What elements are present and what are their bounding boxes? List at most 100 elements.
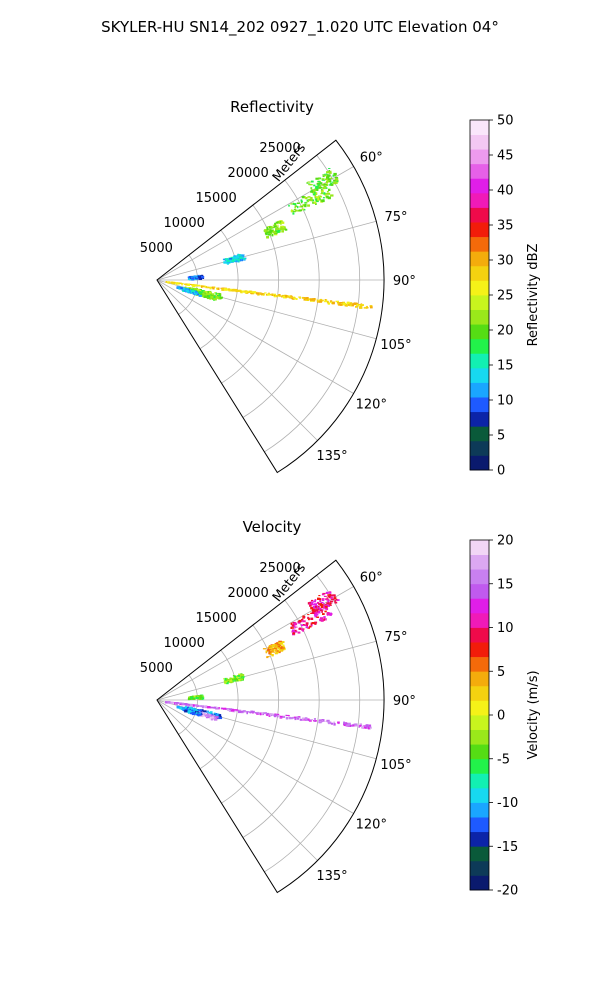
- echo-gate: [199, 289, 202, 291]
- echo-gate: [226, 682, 229, 685]
- colorbar-swatch: [470, 598, 489, 614]
- echo-gate: [223, 261, 227, 264]
- echo-gate: [212, 287, 215, 290]
- echo-gate: [227, 680, 229, 683]
- echo-gate: [186, 290, 190, 292]
- colorbar-tick-label: 20: [497, 324, 514, 339]
- echo-gate: [278, 651, 281, 654]
- echo-gate: [301, 205, 303, 207]
- colorbar-tick-label: 45: [497, 149, 514, 164]
- range-ring: [221, 624, 280, 804]
- echo-gate: [193, 289, 196, 291]
- reflectivity-title: Reflectivity: [230, 98, 314, 116]
- echo-gate: [316, 616, 319, 618]
- echo-gate: [307, 181, 311, 183]
- echo-gate: [274, 645, 277, 647]
- echo-gate: [199, 276, 201, 278]
- colorbar-swatch: [470, 338, 489, 354]
- echo-gate: [240, 678, 244, 681]
- echo-gate: [212, 298, 215, 300]
- echo-gate: [268, 652, 271, 655]
- echo-gate: [301, 296, 304, 299]
- echo-gate: [296, 206, 299, 209]
- echo-gate: [194, 284, 198, 287]
- echo-gate: [238, 259, 241, 262]
- colorbar-swatch: [470, 426, 489, 442]
- colorbar-swatch: [470, 554, 489, 570]
- azimuth-tick-label: 105°: [380, 338, 411, 353]
- echo-gate: [206, 712, 210, 714]
- echo-gate: [324, 193, 327, 196]
- echo-gate: [290, 295, 293, 297]
- echo-gate: [195, 291, 198, 294]
- echo-gate: [267, 293, 270, 296]
- colorbar-swatch: [470, 280, 489, 296]
- echo-gate: [276, 645, 279, 647]
- echo-gate: [307, 719, 310, 721]
- echo-gate: [333, 172, 337, 176]
- azimuth-tick-label: 120°: [356, 398, 387, 413]
- echo-gate: [192, 697, 195, 700]
- echo-gate: [291, 209, 293, 212]
- echo-gate: [327, 174, 331, 177]
- echo-gate: [208, 291, 212, 294]
- echo-gate: [326, 190, 329, 193]
- echo-gate: [290, 622, 293, 625]
- echo-gate: [335, 598, 338, 601]
- echo-gate: [356, 304, 359, 306]
- echo-gate: [350, 724, 353, 727]
- colorbar-swatch: [470, 265, 489, 281]
- range-ring: [199, 649, 239, 770]
- echo-gate: [290, 717, 293, 720]
- echo-gate: [315, 199, 319, 203]
- colorbar-swatch: [470, 817, 489, 833]
- echo-gate: [233, 288, 238, 291]
- echo-gate: [226, 262, 229, 265]
- echo-gate: [266, 713, 269, 716]
- echo-gate: [311, 603, 315, 606]
- echo-gate: [281, 295, 283, 298]
- echo-gate: [314, 191, 316, 194]
- echo-gate: [223, 681, 228, 683]
- echo-gate: [351, 725, 355, 727]
- echo-gate: [316, 188, 319, 191]
- echo-gate: [321, 191, 323, 194]
- echo-gate: [271, 649, 274, 652]
- echo-gate: [314, 603, 317, 606]
- echo-gate: [345, 304, 348, 307]
- echo-gate: [183, 709, 186, 712]
- colorbar-tick-label: -5: [497, 752, 510, 767]
- colorbar-tick-label: -20: [497, 884, 518, 899]
- echo-gate: [324, 173, 328, 175]
- colorbar-swatch: [470, 569, 489, 585]
- echo-gate: [359, 306, 363, 309]
- azimuth-tick-label: 120°: [356, 818, 387, 833]
- echo-gate: [249, 290, 252, 293]
- echo-gate: [237, 254, 241, 256]
- echo-gate: [270, 226, 274, 229]
- echo-gate: [327, 302, 330, 305]
- echo-gate: [335, 179, 338, 181]
- echo-gate: [322, 174, 326, 176]
- colorbar-swatch: [470, 671, 489, 687]
- echo-gate: [292, 632, 296, 635]
- echo-gate: [284, 228, 288, 231]
- echo-gate: [285, 295, 288, 298]
- echo-gate: [215, 707, 218, 710]
- echo-gate: [278, 648, 281, 650]
- echo-gate: [208, 715, 211, 717]
- echo-gate: [218, 714, 221, 717]
- echo-gate: [313, 613, 317, 616]
- echo-gate: [238, 679, 240, 681]
- echo-gate: [234, 676, 237, 678]
- echo-gate: [293, 296, 295, 300]
- colorbar-swatch: [470, 251, 489, 267]
- echo-gate: [191, 287, 194, 289]
- echo-gate: [276, 228, 279, 231]
- echo-gate: [269, 230, 273, 233]
- echo-gate: [214, 713, 217, 715]
- echo-gate: [310, 190, 314, 193]
- echo-gate: [266, 236, 269, 239]
- echo-gate: [265, 650, 268, 653]
- colorbar-swatch: [470, 656, 489, 672]
